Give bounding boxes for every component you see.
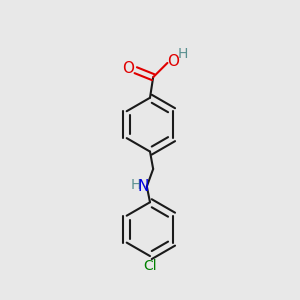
- Text: Cl: Cl: [143, 259, 157, 273]
- Text: O: O: [122, 61, 134, 76]
- Text: O: O: [167, 54, 179, 69]
- Text: H: H: [177, 47, 188, 61]
- Text: N: N: [138, 178, 149, 194]
- Text: H: H: [130, 178, 141, 191]
